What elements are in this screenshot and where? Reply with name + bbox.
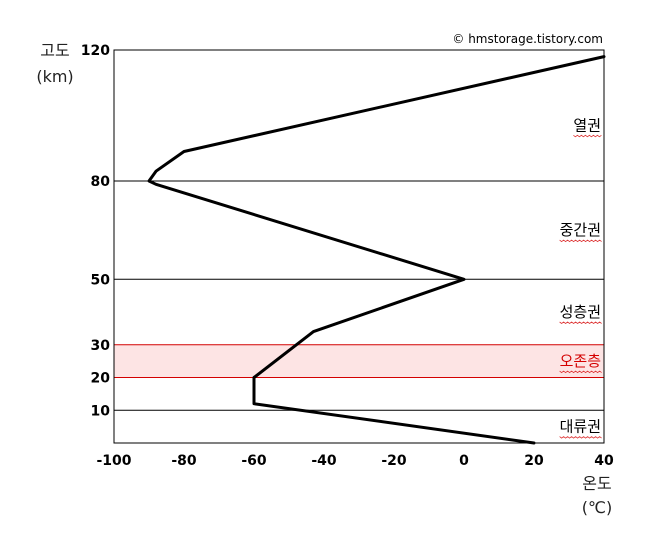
temperature-series [147,55,606,445]
y-tick-label: 80 [91,174,111,190]
x-tick-label: 40 [594,453,614,469]
spellcheck-underline [559,370,602,374]
x-tick-labels: -100 -80 -60 -40 -20 0 20 40 [96,453,614,469]
y-tick-label: 120 [81,43,110,59]
plot-frame [113,49,605,444]
y-tick-label: 10 [91,403,111,419]
x-tick-label: -20 [381,453,407,469]
x-axis-unit: (℃) [582,498,612,517]
ozone-band-fill [114,344,604,378]
region-label: 중간권 [560,221,601,239]
y-tick-label: 50 [91,272,111,288]
spellcheck-underline [559,321,602,324]
y-tick-label: 20 [91,371,111,387]
x-tick-label: 20 [524,453,544,469]
region-label: 성층권 [560,303,601,321]
credit-text: © hmstorage.tistory.com [452,32,603,46]
x-tick-label: 0 [459,453,469,469]
y-axis-unit: (km) [36,67,73,86]
y-axis-title: 고도 [40,41,69,60]
x-tick-label: -60 [241,453,267,469]
spellcheck-underline [559,239,602,243]
spellcheck-underline [573,134,602,138]
x-tick-label: -40 [311,453,337,469]
region-label: 열권 [573,116,601,134]
x-tick-label: -80 [171,453,197,469]
ozone-layer-band [114,344,604,378]
temperature-line [147,55,606,445]
y-tick-label: 30 [91,338,111,354]
region-label: 대류권 [560,418,601,436]
spellcheck-underline [559,436,602,439]
x-tick-label: -100 [96,453,131,469]
region-label: 오존층 [560,352,601,370]
x-axis-title: 온도 [582,474,611,493]
y-tick-labels: 120 80 50 30 20 10 [81,43,110,419]
